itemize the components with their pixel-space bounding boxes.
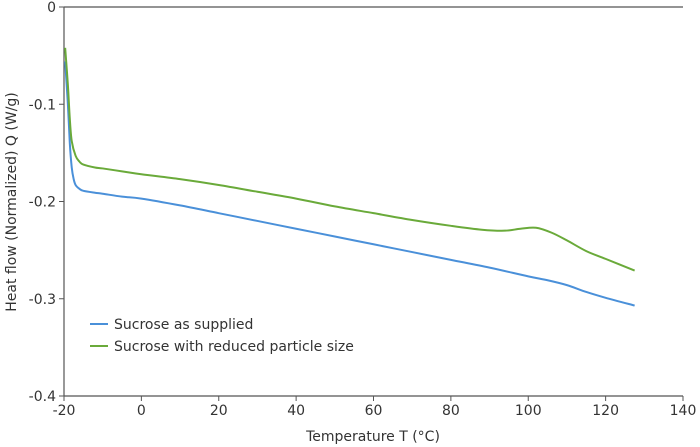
x-tick-label: 40 (287, 403, 305, 419)
ticks: -20 0 20 40 60 80 100 120 140 0 -0.1 -0.2 -0.3 -0.4 (29, 0, 697, 419)
y-tick-label: -0.4 (29, 389, 56, 405)
x-tick-label: 80 (442, 403, 460, 419)
x-tick-label: 100 (515, 403, 542, 419)
x-tick-label: 20 (210, 403, 228, 419)
x-tick-label: 120 (592, 403, 619, 419)
x-tick-label: 0 (137, 403, 146, 419)
series-line-1 (64, 47, 636, 272)
y-tick-label: -0.3 (29, 292, 56, 308)
legend: Sucrose as supplied Sucrose with reduced… (90, 317, 354, 355)
y-tick-label: 0 (47, 0, 56, 16)
series-line-0 (64, 61, 635, 307)
y-tick-label: -0.1 (29, 97, 56, 113)
y-axis-label: Heat flow (Normalized) Q (W/g) (4, 92, 20, 312)
x-tick-label: 60 (365, 403, 383, 419)
legend-label-0: Sucrose as supplied (114, 317, 253, 333)
x-axis-label: Temperature T (°C) (305, 429, 440, 445)
legend-label-1: Sucrose with reduced particle size (114, 339, 354, 355)
y-tick-label: -0.2 (29, 195, 56, 211)
x-tick-label: 140 (670, 403, 697, 419)
series-lines (64, 47, 636, 307)
x-tick-label: -20 (53, 403, 76, 419)
